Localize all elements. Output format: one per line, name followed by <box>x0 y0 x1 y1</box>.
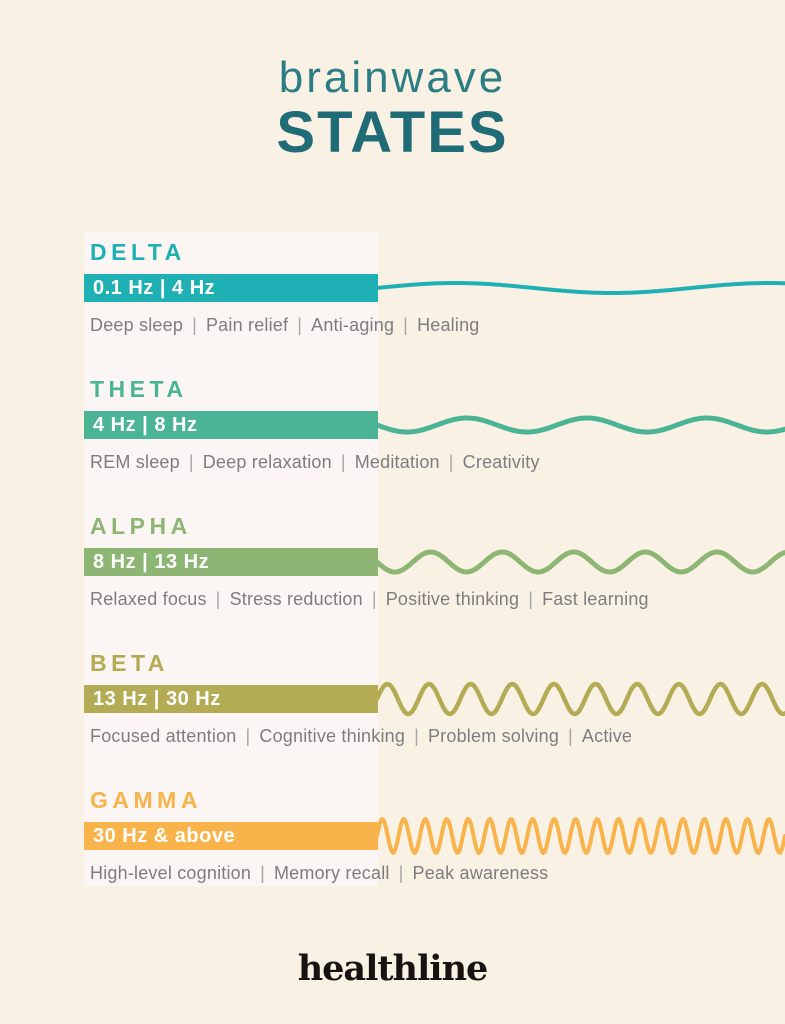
benefit-label: Fast learning <box>542 589 649 609</box>
delta-waveform <box>377 281 785 295</box>
benefit-label: Stress reduction <box>229 589 363 609</box>
benefit-label: Deep sleep <box>90 315 184 335</box>
title-states: STATES <box>276 100 509 165</box>
alpha-waveform <box>377 549 785 575</box>
separator: | <box>403 315 409 335</box>
separator: | <box>448 452 454 472</box>
title-brainwave: brainwave <box>278 53 507 102</box>
separator: | <box>297 315 303 335</box>
frequency-row: 13 Hz | 30 Hz <box>0 681 785 717</box>
benefit-label: High-level cognition <box>90 863 252 883</box>
frequency-range-label: 0.1 Hz | 4 Hz <box>93 276 216 299</box>
section-heading: THETA <box>90 376 188 402</box>
section-heading: GAMMA <box>90 787 202 813</box>
beta-waveform <box>377 681 785 717</box>
page-title: brainwave STATES <box>0 0 785 162</box>
separator: | <box>398 863 404 883</box>
frequency-range-label: 8 Hz | 13 Hz <box>93 550 210 573</box>
separator: | <box>528 589 534 609</box>
separator: | <box>192 315 197 335</box>
benefit-label: REM sleep <box>90 452 180 472</box>
section-gamma: GAMMA 30 Hz & above High-level cognition… <box>0 788 785 884</box>
separator: | <box>340 452 346 472</box>
frequency-bar: 4 Hz | 8 Hz <box>84 411 378 439</box>
benefits-list: REM sleep | Deep relaxation | Meditation | Cre… <box>90 452 785 473</box>
benefit-label: Healing <box>417 315 480 335</box>
separator: | <box>414 726 419 746</box>
frequency-row: 30 Hz & above <box>0 817 785 855</box>
section-theta: THETA 4 Hz | 8 Hz REM sleep | Deep relaxat… <box>0 377 785 473</box>
benefit-label: Meditation <box>354 452 440 472</box>
frequency-row: 0.1 Hz | 4 Hz <box>0 274 785 302</box>
benefit-label: Focused attention <box>90 726 237 746</box>
frequency-bar: 13 Hz | 30 Hz <box>84 685 378 713</box>
section-delta: DELTA 0.1 Hz | 4 Hz Deep sleep | Pain reli… <box>0 240 785 336</box>
separator: | <box>215 589 221 609</box>
frequency-range-label: 30 Hz & above <box>93 824 236 847</box>
frequency-range-label: 4 Hz | 8 Hz <box>93 413 198 436</box>
benefit-label: Pain relief <box>205 315 289 335</box>
healthline-logo: healthline <box>297 948 489 989</box>
benefit-label: Active <box>581 726 633 746</box>
separator: | <box>371 589 377 609</box>
benefit-label: Positive thinking <box>385 589 520 609</box>
benefit-label: Relaxed focus <box>90 589 207 609</box>
separator: | <box>260 863 265 883</box>
frequency-bar: 8 Hz | 13 Hz <box>84 548 378 576</box>
section-beta: BETA 13 Hz | 30 Hz Focused attention | Cog… <box>0 651 785 747</box>
frequency-bar: 0.1 Hz | 4 Hz <box>84 274 378 302</box>
separator: | <box>245 726 251 746</box>
frequency-row: 4 Hz | 8 Hz <box>0 411 785 439</box>
benefits-list: Deep sleep | Pain relief | Anti-aging | Healin… <box>90 315 785 336</box>
benefit-label: Anti-aging <box>311 315 395 335</box>
benefit-label: Problem solving <box>427 726 560 746</box>
benefit-label: Peak awareness <box>412 863 549 883</box>
frequency-bar: 30 Hz & above <box>84 822 378 850</box>
frequency-range-label: 13 Hz | 30 Hz <box>93 687 221 710</box>
section-heading: ALPHA <box>90 513 192 539</box>
separator: | <box>188 452 194 472</box>
benefit-label: Deep relaxation <box>202 452 332 472</box>
benefits-list: Relaxed focus | Stress reduction | Positive … <box>90 589 785 610</box>
benefit-label: Creativity <box>462 452 540 472</box>
gamma-waveform <box>377 817 785 855</box>
frequency-row: 8 Hz | 13 Hz <box>0 548 785 576</box>
section-alpha: ALPHA 8 Hz | 13 Hz Relaxed focus | Stress … <box>0 514 785 610</box>
benefits-list: High-level cognition | Memory recall | Peak … <box>90 863 785 884</box>
benefits-list: Focused attention | Cognitive thinking | Pro… <box>90 726 785 747</box>
footer: healthline <box>0 948 785 989</box>
theta-waveform <box>377 415 785 435</box>
benefit-label: Cognitive thinking <box>259 726 406 746</box>
benefit-label: Memory recall <box>273 863 390 883</box>
section-heading: DELTA <box>90 239 186 265</box>
section-heading: BETA <box>90 650 169 676</box>
separator: | <box>568 726 573 746</box>
